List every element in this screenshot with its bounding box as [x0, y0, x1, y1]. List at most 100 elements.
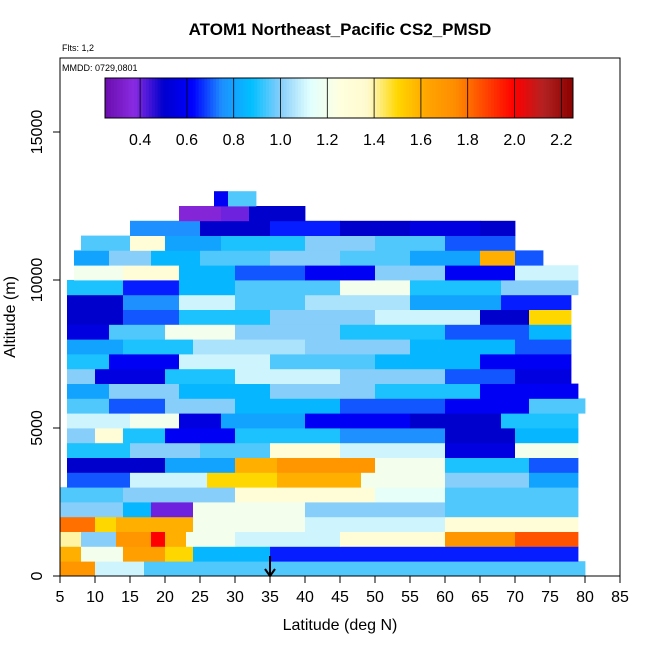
heatmap-cell — [515, 250, 544, 266]
heatmap-cell — [375, 354, 481, 370]
colorbar-swatch — [216, 78, 220, 118]
heatmap-cell — [480, 309, 530, 325]
heatmap-cell — [179, 354, 271, 370]
flights-label: Flts: 1,2 — [62, 43, 94, 53]
heatmap-cell — [445, 235, 516, 251]
colorbar-swatch — [359, 78, 363, 118]
heatmap-cell — [60, 531, 82, 547]
dates-label: MMDD: 0729,0801 — [62, 63, 138, 73]
heatmap-cell — [200, 250, 271, 266]
heatmap-cell — [95, 368, 166, 384]
heatmap-cell — [445, 368, 516, 384]
heatmap-cell — [445, 442, 516, 458]
colorbar-swatch — [356, 78, 360, 118]
heatmap-cell — [123, 428, 166, 444]
colorbar-swatch — [394, 78, 398, 118]
x-axis-label: Latitude (deg N) — [283, 617, 398, 634]
colorbar-swatch — [426, 78, 431, 118]
heatmap-cell — [165, 398, 236, 414]
heatmap-cell — [67, 280, 124, 296]
heatmap-cell — [116, 531, 152, 547]
heatmap-cell — [144, 561, 586, 576]
heatmap-cell — [123, 265, 180, 281]
x-tick-label: 55 — [401, 589, 419, 606]
heatmap-cell — [67, 294, 124, 310]
colorbar-swatch — [420, 78, 425, 118]
heatmap-cell — [60, 546, 82, 562]
colorbar-swatch — [444, 78, 448, 118]
colorbar-swatch — [181, 78, 185, 118]
colorbar-swatch — [222, 78, 226, 118]
y-axis-label: Altitude (m) — [2, 276, 19, 358]
heatmap-cell — [109, 354, 180, 370]
colorbar-swatch — [151, 78, 156, 118]
heatmap-cell — [179, 413, 222, 429]
colorbar-swatch — [491, 78, 495, 118]
colorbar-swatch — [207, 78, 211, 118]
colorbar-swatch — [300, 78, 305, 118]
heatmap-cell — [67, 324, 110, 340]
colorbar-swatch — [336, 78, 340, 118]
heatmap-cell — [67, 383, 110, 399]
colorbar-swatch — [379, 78, 384, 118]
heatmap-cell — [67, 428, 96, 444]
colorbar-swatch — [116, 78, 121, 118]
heatmap-cell — [179, 265, 236, 281]
colorbar-swatch — [219, 78, 223, 118]
heatmap-cell — [109, 383, 180, 399]
colorbar-swatch — [324, 78, 328, 118]
colorbar-swatch — [157, 78, 162, 118]
heatmap-cell — [130, 413, 180, 429]
latitude-marker-arrow-icon — [264, 556, 276, 578]
heatmap-cell — [151, 531, 166, 547]
colorbar-swatch — [350, 78, 355, 118]
colorbar-swatch — [292, 78, 296, 118]
x-tick-label: 75 — [541, 589, 559, 606]
heatmap-cell — [123, 546, 166, 562]
heatmap-cell — [67, 354, 110, 370]
heatmap-cell — [235, 428, 341, 444]
colorbar-swatch — [397, 78, 401, 118]
y-tick-label: 15000 — [29, 110, 46, 155]
heatmap-cell — [81, 235, 131, 251]
heatmap-cell — [95, 428, 124, 444]
colorbar-swatch — [175, 78, 179, 118]
colorbar-swatch — [303, 78, 308, 118]
heatmap-cell — [270, 220, 341, 236]
heatmap-cell — [340, 442, 446, 458]
heatmap-cell — [270, 546, 579, 562]
heatmap-cell — [305, 502, 446, 518]
heatmap-cell — [165, 531, 187, 547]
colorbar-swatch — [511, 78, 515, 118]
heatmap-cell — [515, 428, 579, 444]
colorbar-swatch — [564, 78, 568, 118]
heatmap-cell — [515, 339, 572, 355]
x-tick-label: 15 — [121, 589, 139, 606]
colorbar-swatch — [119, 78, 124, 118]
heatmap-cell — [235, 531, 341, 547]
heatmap-cell — [375, 383, 481, 399]
heatmap-cell — [179, 309, 271, 325]
heatmap-cell — [480, 354, 572, 370]
colorbar-swatch — [236, 78, 241, 118]
colorbar-swatch — [532, 78, 536, 118]
heatmap-cell — [410, 280, 502, 296]
colorbar-swatch — [134, 78, 138, 118]
heatmap-cell — [123, 294, 180, 310]
x-tick-label: 65 — [471, 589, 489, 606]
colorbar-swatch — [365, 78, 369, 118]
colorbar-swatch — [570, 78, 574, 118]
colorbar-swatch — [508, 78, 513, 118]
heatmap-cell — [249, 206, 306, 222]
heatmap-cell — [179, 280, 236, 296]
colorbar-swatch — [201, 78, 205, 118]
colorbar-swatch — [450, 78, 454, 118]
heatmap-cell — [67, 457, 166, 473]
colorbar-swatch — [400, 78, 404, 118]
colorbar-swatch — [192, 78, 197, 118]
x-tick-label: 10 — [86, 589, 104, 606]
colorbar-tick-label: 1.6 — [410, 132, 432, 149]
colorbar-swatch — [406, 78, 410, 118]
colorbar-swatch — [169, 78, 173, 118]
heatmap-cell — [165, 546, 194, 562]
